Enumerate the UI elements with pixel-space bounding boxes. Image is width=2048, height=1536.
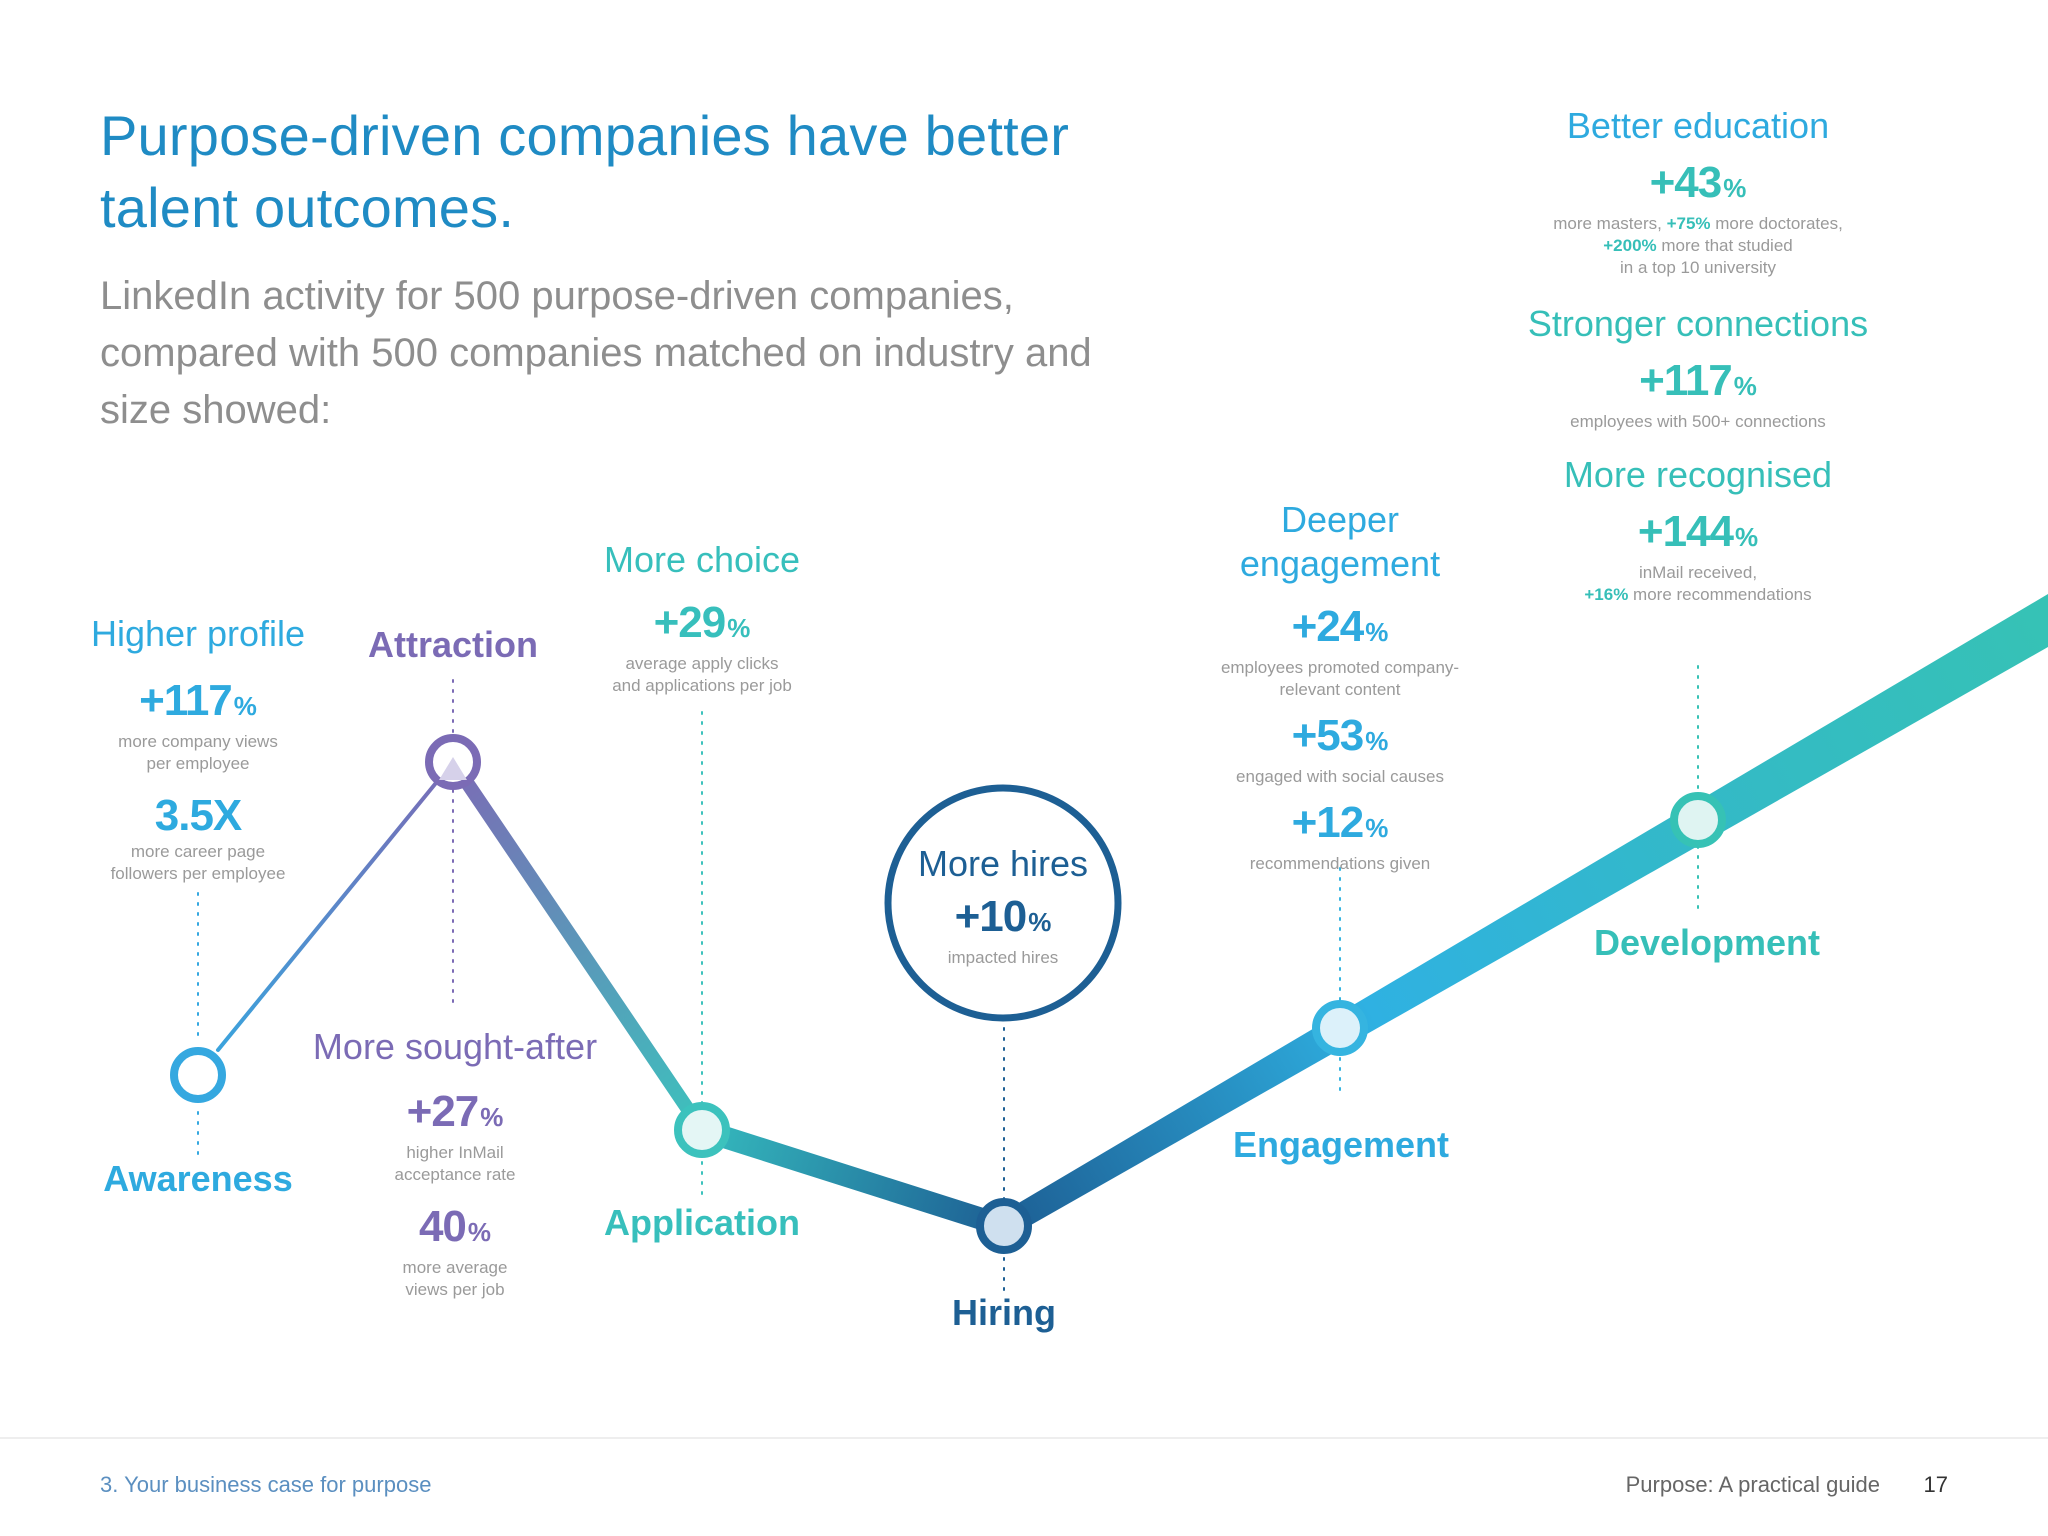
better-education-heading: Better education bbox=[1566, 105, 1830, 146]
deeper-engagement-stat3: +12% bbox=[1291, 798, 1389, 847]
higher-profile-heading: Higher profile bbox=[90, 613, 306, 654]
stage-engagement: Engagement bbox=[1232, 1124, 1450, 1165]
more-hires-heading: More hires bbox=[917, 843, 1089, 884]
more-choice-block: More choice +29% average apply clicks an… bbox=[604, 538, 800, 697]
stage-attraction: Attraction bbox=[368, 624, 538, 665]
deeper-engagement-heading1: Deeper bbox=[1280, 499, 1400, 540]
more-recognised-desc2: +16% more recommendations bbox=[1584, 585, 1812, 604]
better-education-desc2: +200% more that studied bbox=[1603, 236, 1793, 255]
more-recognised-block: More recognised +144% inMail received, +… bbox=[1564, 453, 1832, 606]
stage-application: Application bbox=[604, 1202, 800, 1243]
better-education-block: Better education +43% more masters, +75%… bbox=[1553, 104, 1843, 279]
more-recognised-desc1: inMail received, bbox=[1638, 563, 1758, 582]
path-application-hiring bbox=[691, 1119, 1015, 1237]
more-hires-block: More hires +10% impacted hires bbox=[918, 842, 1088, 969]
node-awareness bbox=[170, 1047, 226, 1103]
page-number: 17 bbox=[1923, 1472, 1948, 1497]
more-choice-heading: More choice bbox=[603, 539, 801, 580]
more-recognised-heading: More recognised bbox=[1563, 454, 1833, 495]
path-attraction-application bbox=[446, 755, 709, 1137]
higher-profile-block: Higher profile +117% more company views … bbox=[91, 612, 305, 885]
deeper-engagement-block: Deeper engagement +24% employees promote… bbox=[1221, 498, 1459, 875]
node-attraction-inner bbox=[439, 757, 467, 780]
deeper-engagement-stat2: +53% bbox=[1291, 711, 1389, 760]
more-choice-desc1a: average apply clicks bbox=[625, 654, 779, 673]
more-hires-desc: impacted hires bbox=[947, 948, 1059, 967]
sought-after-desc2b: views per job bbox=[405, 1280, 505, 1299]
stronger-connections-stat1: +117% bbox=[1639, 356, 1757, 405]
hires-ring bbox=[884, 784, 1122, 1022]
deeper-engagement-stat1: +24% bbox=[1291, 602, 1389, 651]
footer-section: 3. Your business case for purpose bbox=[100, 1472, 432, 1497]
page-subtitle: LinkedIn activity for 500 purpose-driven… bbox=[100, 274, 1092, 432]
deeper-engagement-desc1a: employees promoted company- bbox=[1220, 658, 1460, 677]
better-education-stat1: +43% bbox=[1649, 158, 1747, 207]
sought-after-stat2: 40% bbox=[418, 1202, 492, 1251]
node-development bbox=[1670, 792, 1726, 848]
sought-after-desc1b: acceptance rate bbox=[394, 1165, 516, 1184]
more-hires-stat1: +10% bbox=[954, 892, 1052, 941]
node-hiring bbox=[976, 1198, 1032, 1254]
higher-profile-stat2: 3.5X bbox=[154, 791, 243, 840]
node-application bbox=[674, 1102, 730, 1158]
higher-profile-desc2b: followers per employee bbox=[110, 864, 286, 883]
better-education-desc3: in a top 10 university bbox=[1620, 258, 1776, 277]
higher-profile-stat1: +117% bbox=[139, 676, 257, 725]
deeper-engagement-desc1b: relevant content bbox=[1279, 680, 1401, 699]
higher-profile-desc1a: more company views bbox=[118, 732, 278, 751]
sought-after-heading: More sought-after bbox=[312, 1026, 598, 1067]
higher-profile-desc2a: more career page bbox=[130, 842, 266, 861]
deeper-engagement-heading2: engagement bbox=[1239, 543, 1441, 584]
path-awareness-attraction bbox=[216, 776, 442, 1052]
stronger-connections-block: Stronger connections +117% employees wit… bbox=[1528, 302, 1868, 433]
sought-after-desc2a: more average bbox=[402, 1258, 508, 1277]
page-title: Purpose-driven companies have better tal… bbox=[100, 104, 1070, 239]
sought-after-desc1a: higher InMail bbox=[406, 1143, 504, 1162]
deeper-engagement-desc3: recommendations given bbox=[1249, 854, 1431, 873]
node-engagement bbox=[1312, 1000, 1368, 1056]
stage-development: Development bbox=[1593, 922, 1821, 963]
stage-hiring: Hiring bbox=[952, 1292, 1056, 1333]
better-education-desc1: more masters, +75% more doctorates, bbox=[1553, 214, 1843, 233]
stronger-connections-heading: Stronger connections bbox=[1527, 303, 1869, 344]
footer-guide-title: Purpose: A practical guide bbox=[1625, 1472, 1880, 1497]
footer-divider bbox=[0, 1437, 2048, 1439]
stronger-connections-desc: employees with 500+ connections bbox=[1570, 412, 1826, 431]
more-recognised-stat1: +144% bbox=[1637, 507, 1759, 556]
sought-after-stat1: +27% bbox=[406, 1087, 504, 1136]
more-choice-stat1: +29% bbox=[653, 598, 751, 647]
more-choice-desc1b: and applications per job bbox=[612, 676, 792, 695]
deeper-engagement-desc2: engaged with social causes bbox=[1236, 767, 1444, 786]
higher-profile-desc1b: per employee bbox=[146, 754, 250, 773]
sought-after-block: More sought-after +27% higher InMail acc… bbox=[313, 1025, 597, 1301]
path-rise bbox=[1000, 594, 2048, 1238]
stage-awareness: Awareness bbox=[103, 1158, 293, 1199]
